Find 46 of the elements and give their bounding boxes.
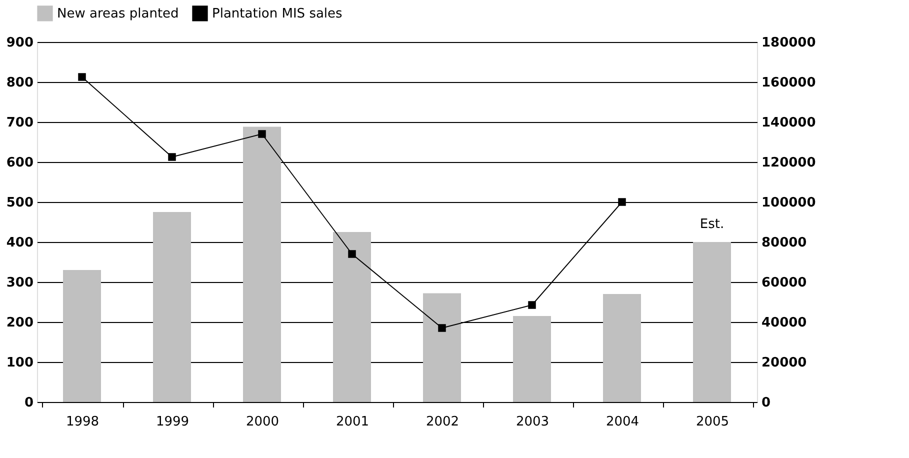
bar xyxy=(333,232,371,402)
y2-tick-label: 20000 xyxy=(762,356,807,370)
y2-tick-label: 0 xyxy=(762,396,771,410)
legend-label: New areas planted xyxy=(57,6,179,22)
y2-tick-label: 40000 xyxy=(762,316,807,330)
y-tick-label: 600 xyxy=(6,156,34,170)
bar xyxy=(603,294,641,402)
y-tick-label: 500 xyxy=(6,196,34,210)
y-tick-label: 900 xyxy=(6,36,34,50)
annotation: Est. xyxy=(700,217,724,232)
point xyxy=(438,324,446,332)
point xyxy=(348,250,356,258)
y-tick-label: 0 xyxy=(24,396,34,410)
y-tick-label: 200 xyxy=(6,316,34,330)
point xyxy=(528,301,536,309)
x-tick-label: 1998 xyxy=(66,414,100,430)
x-tick-label: 2005 xyxy=(696,414,730,430)
bar xyxy=(693,242,731,402)
y-tick-label: 800 xyxy=(6,76,34,90)
y2-tick-label: 180000 xyxy=(762,36,816,50)
point xyxy=(78,73,86,81)
bar xyxy=(513,316,551,402)
bar xyxy=(153,212,191,402)
x-tick-label: 2002 xyxy=(426,414,460,430)
x-tick-label: 2004 xyxy=(606,414,640,430)
x-tick-label: 1999 xyxy=(156,414,190,430)
y2-tick-label: 140000 xyxy=(762,116,816,130)
y-tick-label: 300 xyxy=(6,276,34,290)
x-tick-label: 2003 xyxy=(516,414,550,430)
bar xyxy=(63,270,101,402)
y-tick-label: 400 xyxy=(6,236,34,250)
x-tick-label: 2000 xyxy=(246,414,280,430)
y-tick-label: 100 xyxy=(6,356,34,370)
y2-tick-label: 120000 xyxy=(762,156,816,170)
x-tick-label: 2001 xyxy=(336,414,370,430)
y2-tick-label: 100000 xyxy=(762,196,816,210)
point xyxy=(258,130,266,138)
point xyxy=(168,153,176,161)
bar xyxy=(243,126,281,402)
bar xyxy=(423,293,461,402)
legend-label: Plantation MIS sales xyxy=(212,6,343,22)
y-tick-label: 700 xyxy=(6,116,34,130)
y2-tick-label: 80000 xyxy=(762,236,807,250)
y2-tick-label: 160000 xyxy=(762,76,816,90)
point xyxy=(618,198,626,206)
y2-tick-label: 60000 xyxy=(762,276,807,290)
